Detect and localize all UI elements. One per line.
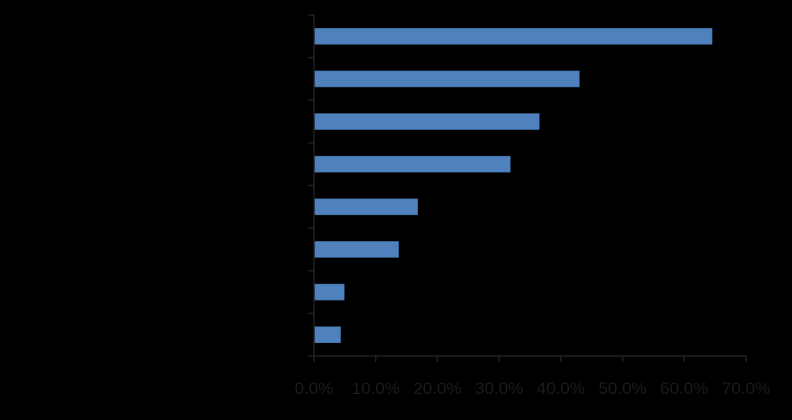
x-tick-label-4: 40.0% — [537, 379, 585, 398]
bar-5 — [313, 198, 418, 216]
bar-6 — [313, 241, 399, 258]
bar-7 — [313, 283, 345, 301]
x-tick-label-7: 70.0% — [722, 379, 770, 398]
bar-3 — [313, 113, 540, 130]
x-tick-label-0: 0.0% — [295, 379, 334, 398]
x-tick-label-6: 60.0% — [660, 379, 708, 398]
axis-layer — [308, 14, 747, 362]
x-tick-label-1: 10.0% — [352, 379, 400, 398]
bar-8 — [313, 326, 341, 343]
bar-4 — [313, 155, 511, 173]
bars-layer — [313, 28, 713, 343]
x-tick-label-5: 50.0% — [598, 379, 646, 398]
bar-2 — [313, 70, 580, 88]
x-tick-label-2: 20.0% — [413, 379, 461, 398]
x-tick-label-3: 30.0% — [475, 379, 523, 398]
x-tick-labels: 0.0% 10.0% 20.0% 30.0% 40.0% 50.0% 60.0% 70.0% — [295, 379, 770, 398]
bar-1 — [313, 28, 713, 45]
